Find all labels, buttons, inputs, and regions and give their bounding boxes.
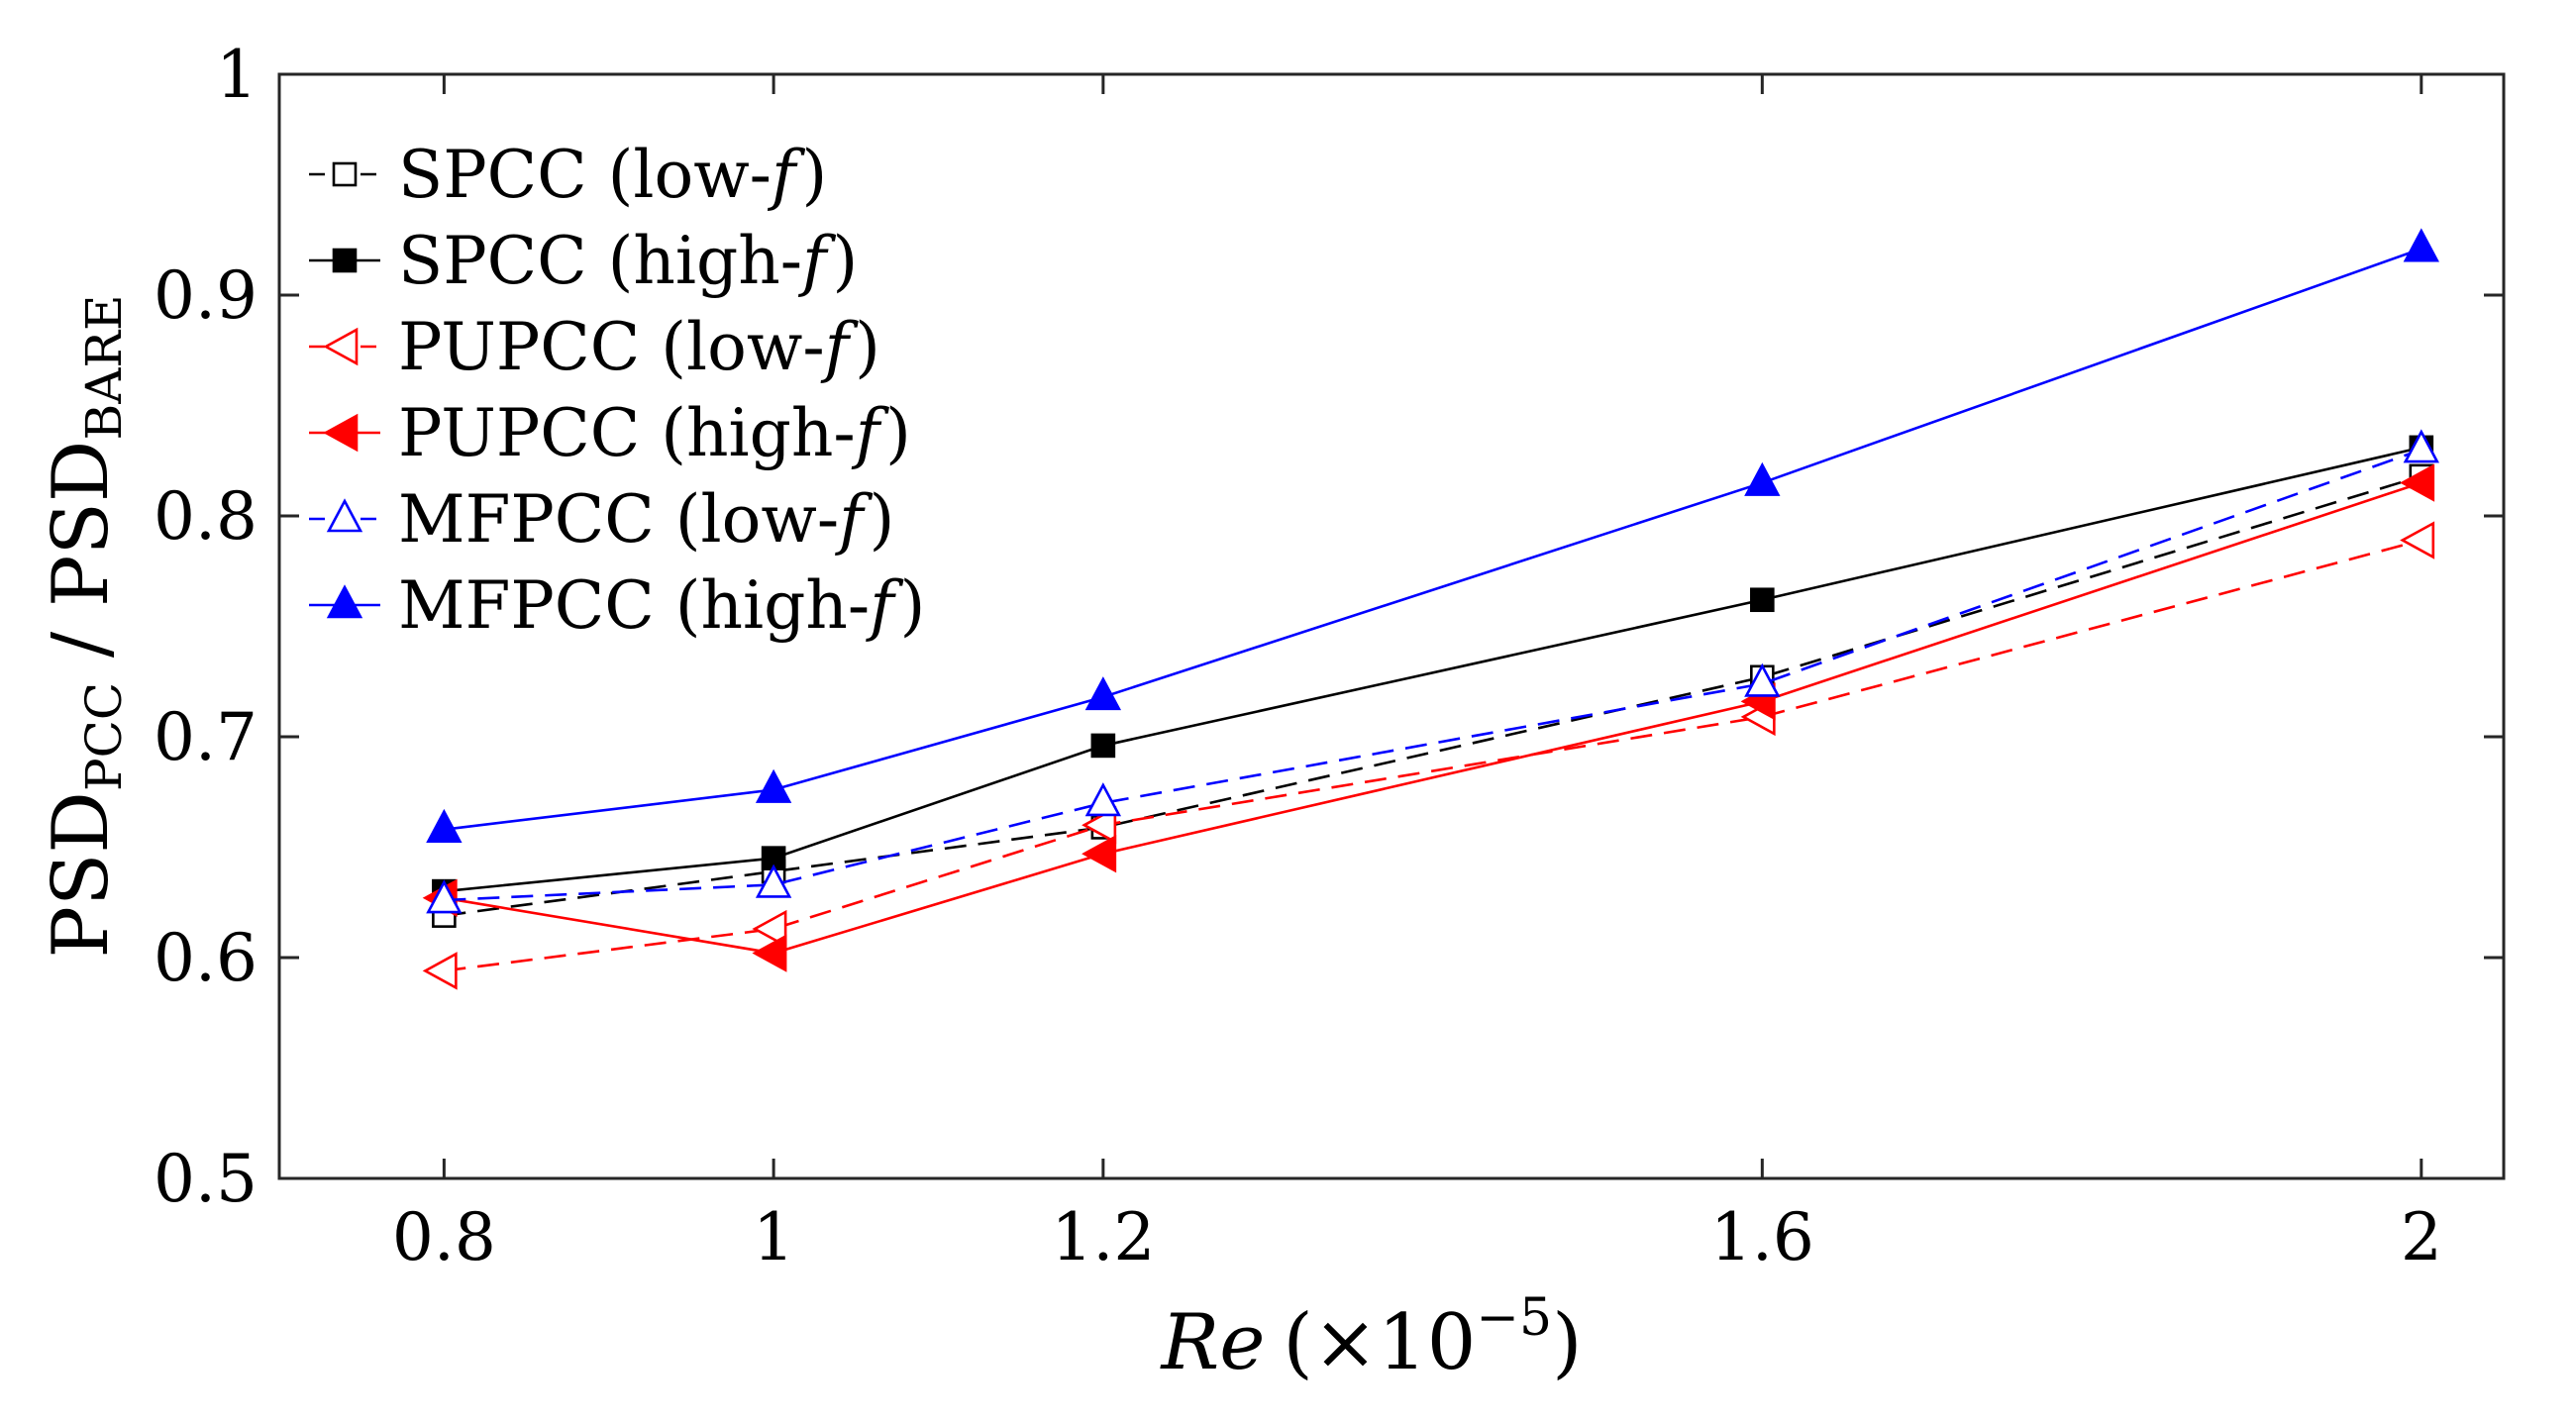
- triangle-up-marker: [755, 864, 792, 898]
- x-tick-label: 0.8: [392, 1199, 496, 1275]
- y-tick-label: 0.6: [154, 920, 258, 996]
- square-marker: [332, 161, 358, 187]
- legend-label-frequency: f: [797, 223, 837, 299]
- y-tick-label: 0.9: [154, 257, 258, 334]
- x-tick-label: 1.6: [1710, 1199, 1814, 1275]
- triangle-left-marker: [323, 413, 359, 453]
- triangle-left-marker: [323, 327, 359, 366]
- triangle-up-marker: [426, 808, 463, 843]
- series-line: [444, 448, 2422, 902]
- y-tick-label: 0.8: [154, 478, 258, 555]
- y-axis-label: PSDPCC / PSDBARE: [37, 295, 133, 959]
- triangle-left-marker: [422, 952, 458, 990]
- legend-label-frequency: f: [851, 395, 890, 471]
- legend-label: SPCC (high-f): [398, 223, 858, 299]
- triangle-left-marker: [752, 934, 787, 972]
- triangle-left-marker: [2400, 463, 2435, 502]
- triangle-up-marker: [326, 584, 363, 619]
- square-marker: [1090, 733, 1116, 759]
- x-axis-label-exponent: −5: [1476, 1288, 1552, 1348]
- legend-label-tail: ): [855, 309, 880, 385]
- triangle-up-marker: [1084, 676, 1122, 711]
- y-tick-label: 0.5: [154, 1141, 258, 1217]
- legend-label: MFPCC (high-f): [398, 567, 925, 644]
- legend-label: PUPCC (high-f): [398, 395, 911, 471]
- triangle-left-marker: [2400, 521, 2435, 559]
- legend-label-name: PUPCC (high-: [398, 395, 856, 471]
- legend-item: PUPCC (high-f): [309, 395, 911, 471]
- x-tick-label: 2: [2401, 1199, 2442, 1275]
- legend-label-frequency: f: [767, 137, 806, 213]
- legend-label-tail: ): [801, 137, 827, 213]
- y-axis-label-denominator: PSD: [37, 441, 126, 607]
- legend-item: SPCC (low-f): [309, 137, 827, 213]
- x-axis-label-suffix: ): [1552, 1298, 1582, 1387]
- legend-item: PUPCC (low-f): [309, 309, 880, 385]
- y-axis-label-denominator-subscript: BARE: [75, 295, 133, 441]
- legend-label-tail: ): [870, 481, 895, 558]
- y-axis-label-numerator: PSD: [37, 791, 126, 958]
- legend-item: SPCC (high-f): [309, 223, 858, 299]
- triangle-up-marker: [1084, 782, 1122, 817]
- legend-label-name: PUPCC (low-: [398, 309, 825, 385]
- legend-label: SPCC (low-f): [398, 137, 827, 213]
- legend-label-name: MFPCC (low-: [398, 481, 839, 558]
- x-tick-label: 1.2: [1051, 1199, 1155, 1275]
- legend: SPCC (low-f)SPCC (high-f)PUPCC (low-f)PU…: [309, 137, 925, 644]
- axes-layer: 0.8 1 1.2 1.6 2 0.5 0.6 0.7 0.8 0.9 1: [154, 37, 2504, 1275]
- triangle-up-marker: [426, 879, 463, 914]
- legend-label-tail: ): [885, 395, 911, 471]
- triangle-left-marker: [1082, 834, 1117, 873]
- triangle-up-marker: [1744, 662, 1781, 697]
- triangle-up-marker: [2403, 429, 2439, 463]
- triangle-left-marker: [1082, 806, 1117, 845]
- x-axis-label: Re (×10−5): [1159, 1288, 1582, 1387]
- square-marker: [1750, 587, 1775, 613]
- series-layer: [422, 228, 2439, 990]
- triangle-up-marker: [326, 498, 363, 533]
- legend-label-frequency: f: [865, 567, 904, 644]
- legend-label-name: SPCC (low-: [398, 137, 772, 213]
- y-axis-label-separator: /: [37, 607, 126, 682]
- square-marker: [332, 248, 358, 273]
- legend-label: PUPCC (low-f): [398, 309, 880, 385]
- y-tick-label: 1: [216, 37, 258, 113]
- legend-label-tail: ): [900, 567, 926, 644]
- legend-label: MFPCC (low-f): [398, 481, 894, 558]
- triangle-left-marker: [752, 909, 787, 949]
- legend-item: MFPCC (high-f): [309, 567, 925, 644]
- x-axis-label-main: Re: [1159, 1298, 1265, 1387]
- legend-label-name: SPCC (high-: [398, 223, 802, 299]
- y-axis-label-numerator-subscript: PCC: [75, 682, 133, 791]
- triangle-up-marker: [755, 768, 792, 803]
- series-5: [426, 429, 2439, 914]
- plot-frame: [277, 72, 2506, 1180]
- y-tick-label: 0.7: [154, 699, 258, 775]
- series-line: [444, 474, 2422, 917]
- triangle-up-marker: [1744, 461, 1781, 496]
- legend-label-frequency: f: [834, 481, 874, 558]
- triangle-up-marker: [2403, 228, 2439, 262]
- legend-label-frequency: f: [820, 309, 860, 385]
- x-axis-label-prefix: (×10: [1283, 1298, 1476, 1387]
- legend-label-tail: ): [832, 223, 858, 299]
- legend-label-name: MFPCC (high-: [398, 567, 870, 644]
- series-6: [426, 228, 2439, 843]
- x-tick-label: 1: [753, 1199, 794, 1275]
- legend-item: MFPCC (low-f): [309, 481, 894, 558]
